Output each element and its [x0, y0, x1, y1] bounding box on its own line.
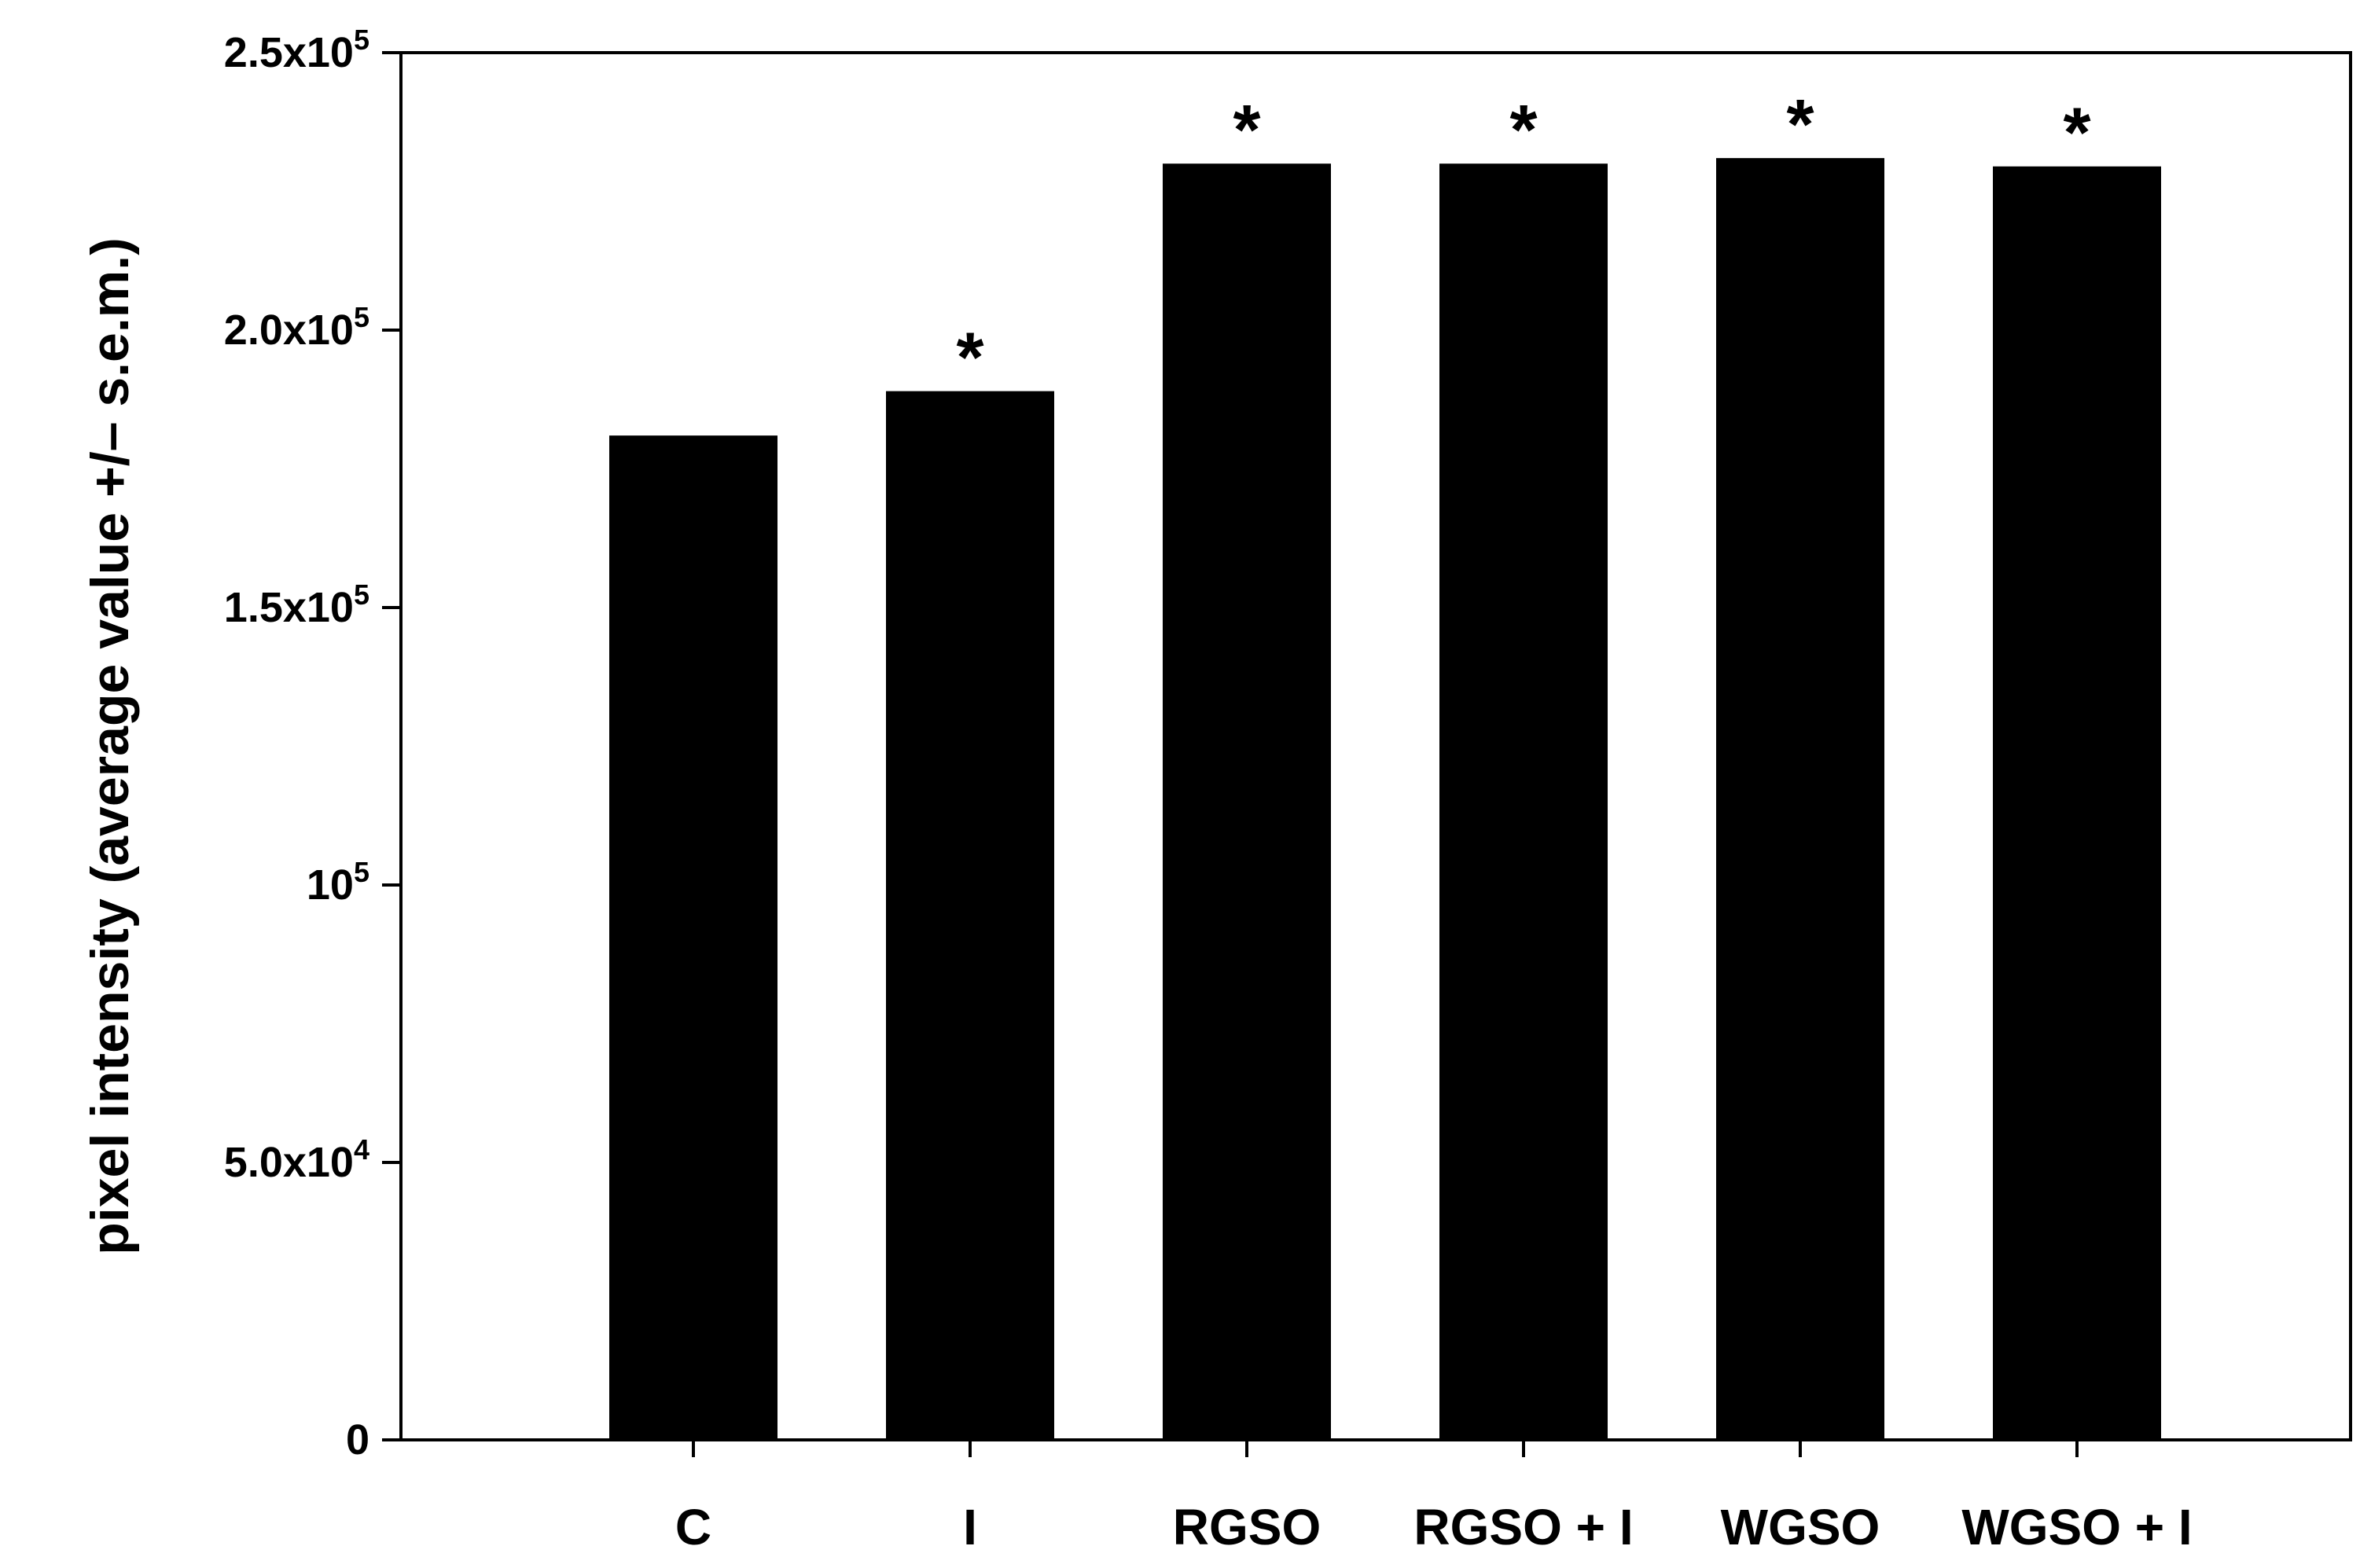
x-tick-label: I: [963, 1499, 977, 1555]
significance-asterisk: *: [1509, 91, 1537, 170]
x-tick-label: C: [675, 1499, 711, 1555]
bar-rgso-i: [1439, 163, 1608, 1441]
y-axis-ticks: 0 5.0x104 105 1.5x105 2.0x105 2.5x105: [224, 24, 401, 1463]
x-tick-label: WGSO + I: [1961, 1499, 2192, 1555]
x-axis-ticks: C I RGSO RGSO + I WGSO WGSO + I: [675, 1440, 2193, 1555]
x-tick-label: WGSO: [1721, 1499, 1880, 1555]
y-tick-label: 105: [307, 856, 369, 909]
bar-c: [609, 435, 777, 1440]
bar-i: [886, 391, 1054, 1440]
significance-markers: * * * * *: [956, 86, 2090, 398]
plot-frame: [399, 51, 2352, 1441]
significance-asterisk: *: [2063, 94, 2090, 173]
y-tick-label: 1.5x105: [224, 578, 369, 631]
y-tick-label: 2.0x105: [224, 301, 369, 354]
bar-wgso: [1716, 158, 1884, 1440]
axes-layer: [399, 51, 2352, 1441]
y-tick-label: 0: [346, 1416, 369, 1463]
significance-asterisk: *: [1786, 86, 1814, 164]
bar-wgso-i: [1993, 166, 2161, 1441]
significance-asterisk: *: [956, 319, 983, 398]
y-axis-title: pixel intensity (average value +/– s.e.m…: [80, 237, 140, 1255]
significance-asterisk: *: [1233, 91, 1260, 170]
x-tick-label: RGSO: [1173, 1499, 1321, 1555]
bar-rgso: [1163, 163, 1331, 1441]
y-tick-label: 2.5x105: [224, 24, 369, 76]
x-tick-label: RGSO + I: [1413, 1499, 1633, 1555]
bars-layer: [609, 158, 2161, 1441]
y-tick-label: 5.0x104: [224, 1133, 369, 1186]
